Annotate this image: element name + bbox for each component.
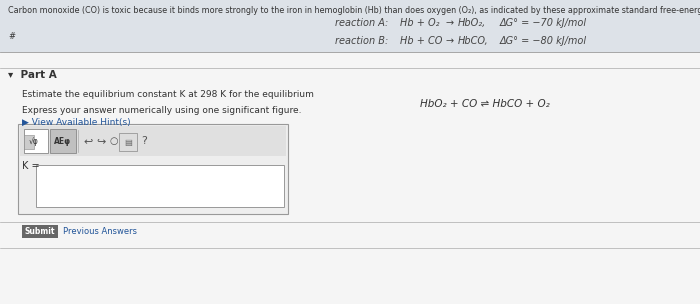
Text: →: → [445, 18, 453, 28]
Text: #: # [8, 32, 15, 41]
Bar [36, 165, 284, 207]
Text: ↩: ↩ [83, 136, 92, 146]
Bar [20, 126, 286, 156]
Text: Express your answer numerically using one significant figure.: Express your answer numerically using on… [22, 106, 302, 115]
Bar [18, 124, 288, 214]
Bar [22, 225, 58, 238]
Text: HbCO,: HbCO, [458, 36, 489, 46]
Text: HbO₂ + CO ⇌ HbCO + O₂: HbO₂ + CO ⇌ HbCO + O₂ [420, 99, 550, 109]
Text: AEφ: AEφ [55, 136, 71, 146]
Text: ▤: ▤ [124, 137, 132, 147]
Text: √φ: √φ [29, 136, 39, 146]
Text: Previous Answers: Previous Answers [63, 227, 137, 236]
Text: Hb + CO: Hb + CO [400, 36, 442, 46]
Bar [0, 52, 700, 304]
Text: reaction A:: reaction A: [335, 18, 389, 28]
Text: HbO₂,: HbO₂, [458, 18, 486, 28]
Text: ΔG° = −80 kJ/mol: ΔG° = −80 kJ/mol [500, 36, 587, 46]
Text: Submit: Submit [25, 227, 55, 236]
Text: Estimate the equilibrium constant K at 298 K for the equilibrium: Estimate the equilibrium constant K at 2… [22, 90, 314, 99]
Text: ΔG° = −70 kJ/mol: ΔG° = −70 kJ/mol [500, 18, 587, 28]
Text: ↪: ↪ [96, 136, 106, 146]
Text: reaction B:: reaction B: [335, 36, 389, 46]
Text: ▶ View Available Hint(s): ▶ View Available Hint(s) [22, 118, 131, 127]
Bar [119, 133, 137, 151]
Bar [24, 135, 34, 149]
Text: Carbon monoxide (CO) is toxic because it binds more strongly to the iron in hemo: Carbon monoxide (CO) is toxic because it… [8, 6, 700, 15]
Bar [50, 129, 76, 153]
Text: ?: ? [141, 136, 147, 146]
Text: →: → [445, 36, 453, 46]
Bar [0, 0, 700, 52]
Text: K =: K = [22, 161, 40, 171]
Bar [24, 129, 48, 153]
Text: Hb + O₂: Hb + O₂ [400, 18, 440, 28]
Text: ○: ○ [110, 136, 118, 146]
Text: ▾  Part A: ▾ Part A [8, 70, 57, 80]
